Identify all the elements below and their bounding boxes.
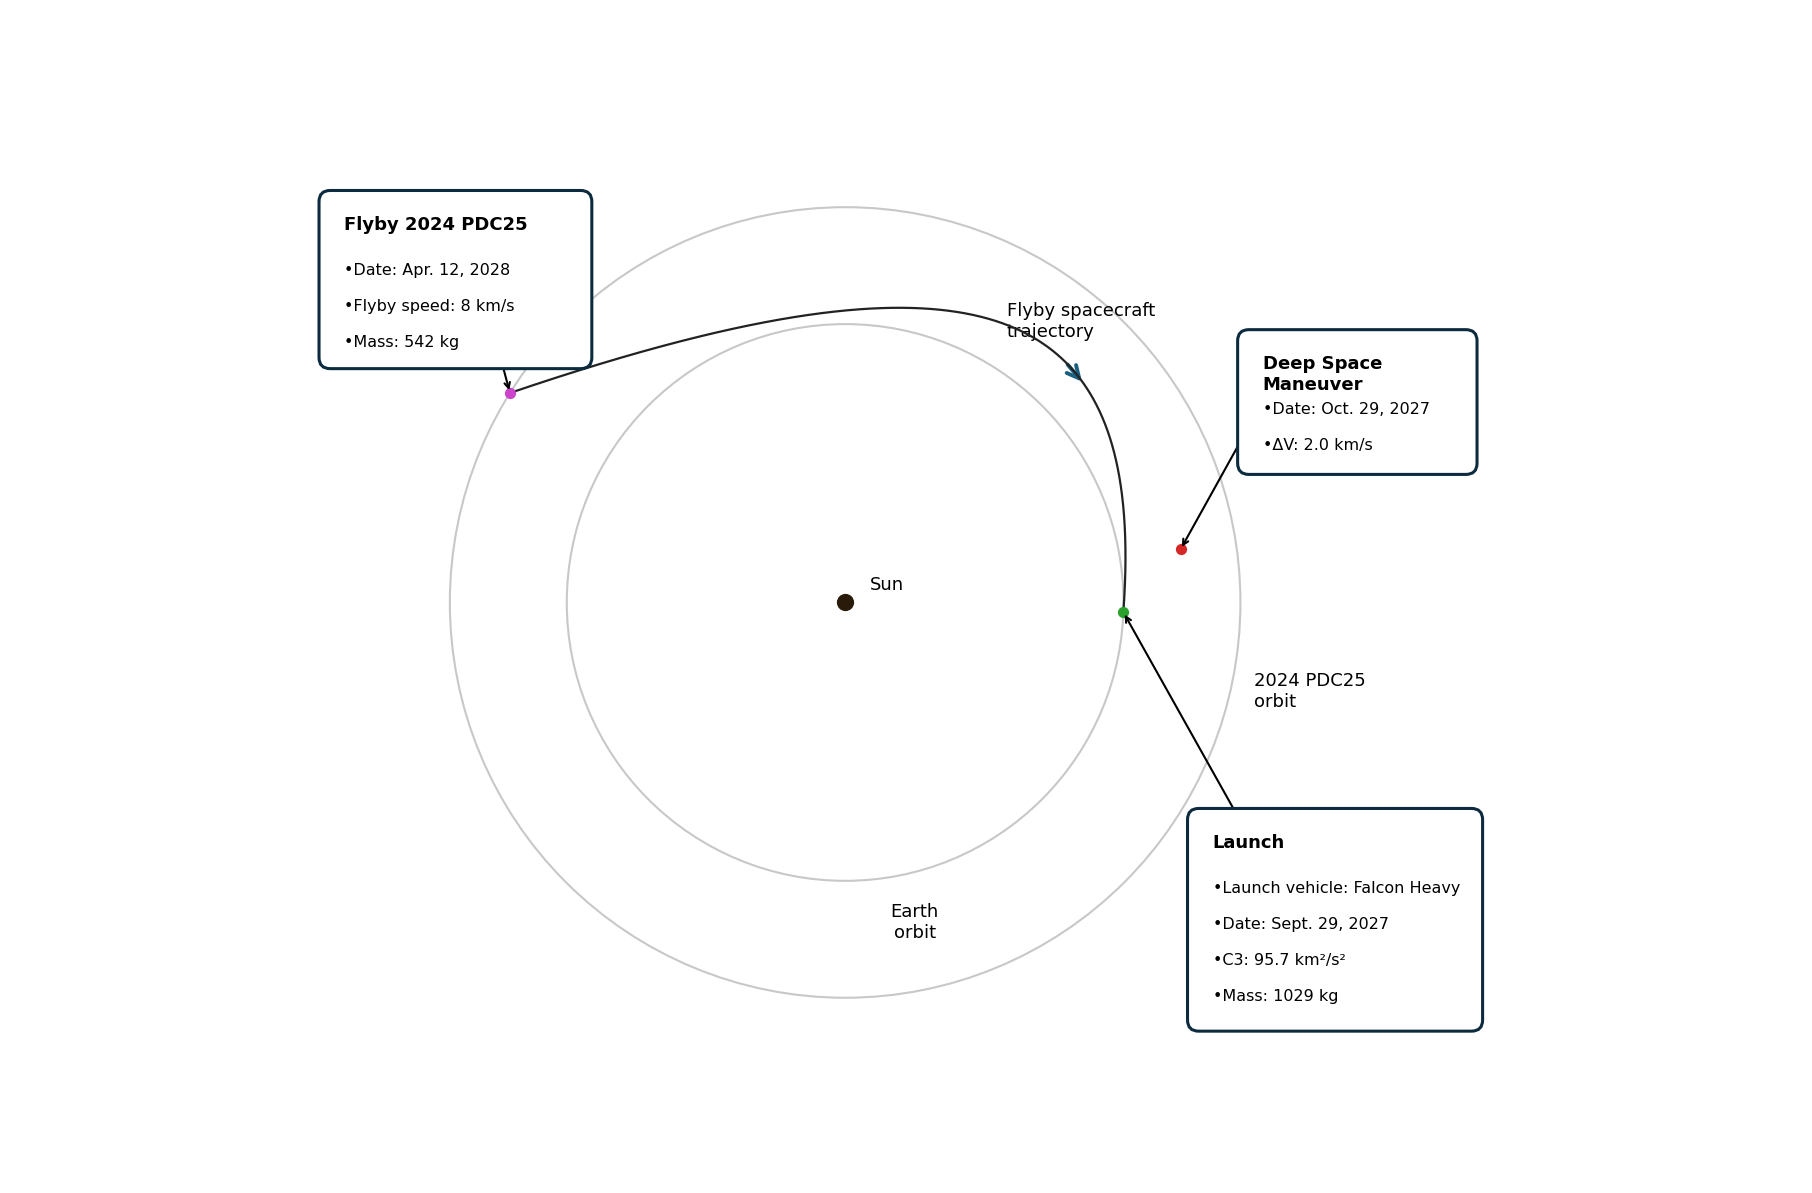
Text: 2024 PDC25
orbit: 2024 PDC25 orbit (1254, 672, 1366, 711)
FancyBboxPatch shape (319, 191, 593, 369)
Text: •Date: Sept. 29, 2027: •Date: Sept. 29, 2027 (1212, 917, 1388, 932)
Text: Launch: Launch (1212, 834, 1285, 852)
Text: •Mass: 542 kg: •Mass: 542 kg (344, 335, 458, 351)
Text: •Mass: 1029 kg: •Mass: 1029 kg (1212, 989, 1337, 1005)
FancyBboxPatch shape (1238, 329, 1477, 475)
Text: •Date: Oct. 29, 2027: •Date: Oct. 29, 2027 (1263, 402, 1430, 418)
Point (495, 383, 524, 402)
Text: Flyby 2024 PDC25: Flyby 2024 PDC25 (344, 216, 527, 234)
Text: •Flyby speed: 8 km/s: •Flyby speed: 8 km/s (344, 299, 515, 314)
Text: •Date: Apr. 12, 2028: •Date: Apr. 12, 2028 (344, 262, 511, 278)
Text: Earth
orbit: Earth orbit (892, 903, 939, 942)
Point (1167, 539, 1196, 558)
Text: •ΔV: 2.0 km/s: •ΔV: 2.0 km/s (1263, 438, 1372, 453)
FancyBboxPatch shape (1187, 809, 1482, 1031)
Point (1109, 602, 1138, 622)
Point (830, 593, 859, 612)
Text: Flyby spacecraft
trajectory: Flyby spacecraft trajectory (1007, 302, 1154, 341)
Text: Deep Space
Maneuver: Deep Space Maneuver (1263, 354, 1383, 394)
Text: •C3: 95.7 km²/s²: •C3: 95.7 km²/s² (1212, 953, 1345, 969)
Text: •Launch vehicle: Falcon Heavy: •Launch vehicle: Falcon Heavy (1212, 880, 1460, 896)
Text: Sun: Sun (870, 576, 904, 594)
